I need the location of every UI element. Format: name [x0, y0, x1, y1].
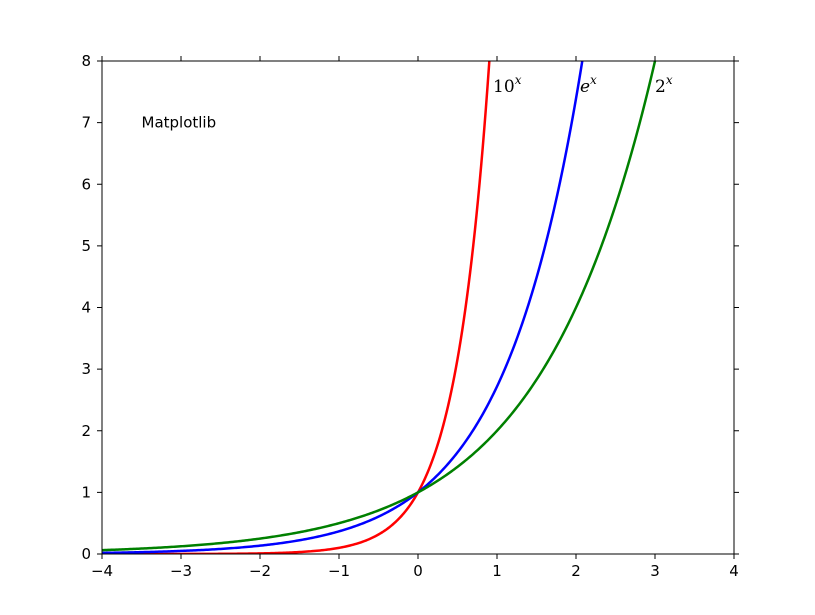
xtick-label: −4	[91, 562, 113, 580]
ytick-label: 0	[81, 545, 91, 563]
ytick-label: 7	[81, 114, 91, 132]
xtick-label: 0	[413, 562, 423, 580]
ytick-label: 5	[81, 237, 91, 255]
xtick-label: 2	[571, 562, 581, 580]
xtick-label: 1	[492, 562, 502, 580]
xtick-label: 4	[729, 562, 739, 580]
ytick-label: 1	[81, 483, 91, 501]
ytick-label: 6	[81, 175, 91, 193]
xtick-label: −3	[170, 562, 192, 580]
exponential-chart: −4−3−2−10123401234567810xex2xMatplotlib	[0, 0, 815, 615]
chart-container: −4−3−2−10123401234567810xex2xMatplotlib	[0, 0, 815, 615]
ytick-label: 8	[81, 52, 91, 70]
xtick-label: 3	[650, 562, 660, 580]
ytick-label: 4	[81, 299, 91, 317]
text-annotation: Matplotlib	[142, 114, 217, 132]
ytick-label: 3	[81, 360, 91, 378]
xtick-label: −1	[328, 562, 350, 580]
ytick-label: 2	[81, 422, 91, 440]
xtick-label: −2	[249, 562, 271, 580]
